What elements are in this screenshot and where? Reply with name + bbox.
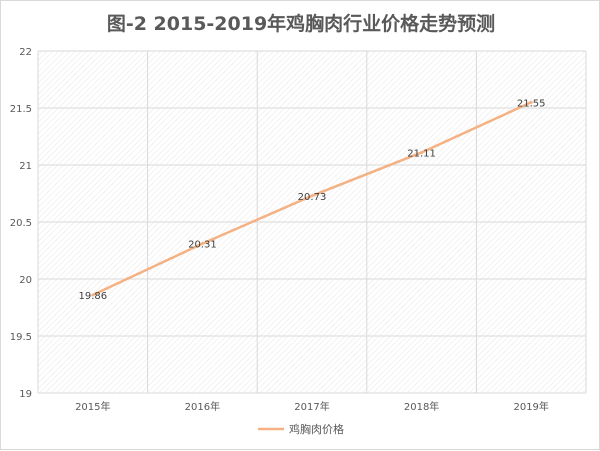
x-tick-label: 2019年 bbox=[513, 400, 548, 413]
data-label: 20.73 bbox=[298, 192, 327, 203]
y-tick-label: 19.5 bbox=[10, 332, 32, 343]
y-tick-label: 21 bbox=[19, 161, 32, 172]
x-tick-label: 2017年 bbox=[294, 400, 329, 413]
y-tick-label: 22 bbox=[19, 47, 32, 58]
data-label: 21.11 bbox=[407, 148, 436, 159]
data-point bbox=[200, 242, 204, 246]
data-point bbox=[420, 150, 424, 154]
chart-title: 图-2 2015-2019年鸡胸肉行业价格走势预测 bbox=[106, 13, 496, 35]
x-tick-label: 2015年 bbox=[75, 400, 110, 413]
x-tick-label: 2016年 bbox=[185, 400, 220, 413]
y-tick-label: 20.5 bbox=[10, 218, 32, 229]
data-label: 19.86 bbox=[78, 291, 107, 302]
data-point bbox=[529, 100, 533, 104]
x-tick-label: 2018年 bbox=[404, 400, 439, 413]
data-label: 20.31 bbox=[188, 240, 217, 251]
data-label: 21.55 bbox=[517, 98, 546, 109]
data-point bbox=[91, 293, 95, 297]
y-tick-label: 20 bbox=[19, 275, 32, 286]
y-tick-label: 19 bbox=[19, 389, 32, 400]
y-tick-label: 21.5 bbox=[10, 104, 32, 115]
legend-label: 鸡胸肉价格 bbox=[289, 422, 344, 436]
data-point bbox=[310, 194, 314, 198]
